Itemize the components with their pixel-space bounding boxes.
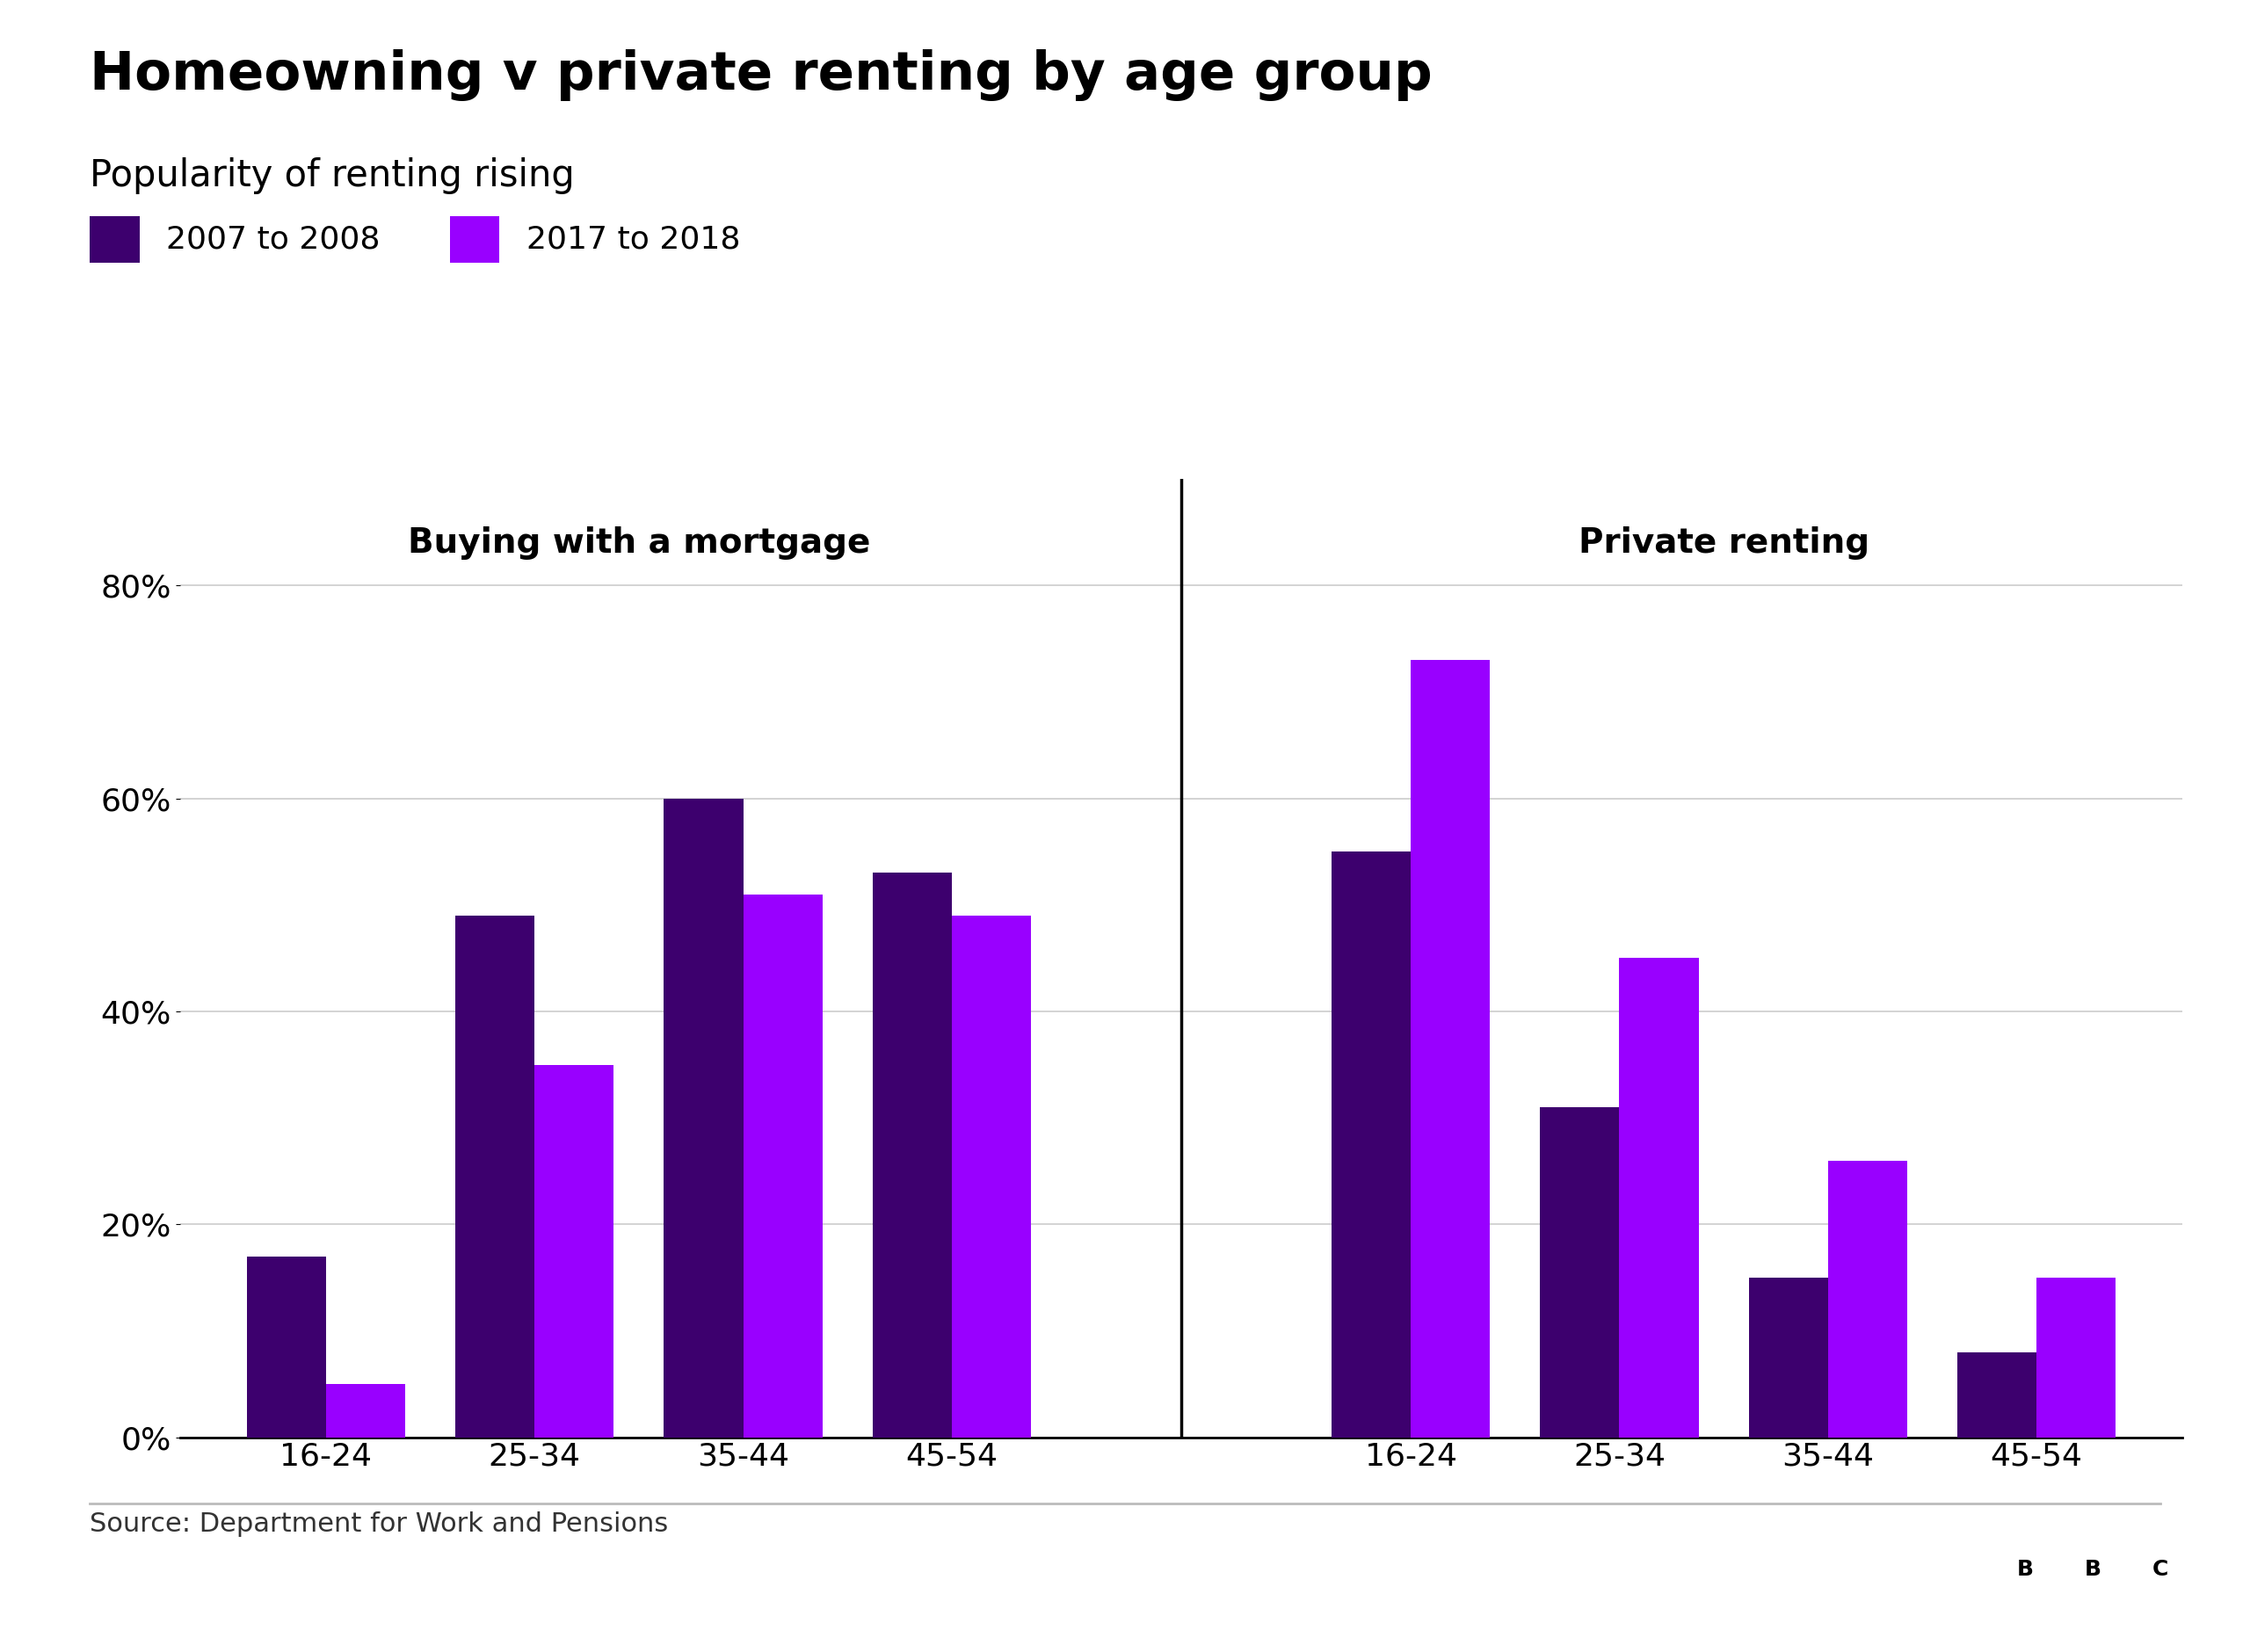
Bar [1539,1107,1620,1437]
Text: Popularity of renting rising: Popularity of renting rising [90,157,576,193]
Bar [1332,852,1411,1437]
Bar [1748,1277,1827,1437]
Bar [454,915,536,1437]
FancyBboxPatch shape [2063,1528,2122,1611]
Bar [743,894,824,1437]
Text: C: C [2151,1559,2169,1579]
Bar [873,872,952,1437]
Bar [1957,1351,2036,1437]
Bar [1411,661,1490,1437]
Text: B: B [2016,1559,2034,1579]
FancyBboxPatch shape [2131,1528,2189,1611]
Text: B: B [2084,1559,2102,1579]
Text: Buying with a mortgage: Buying with a mortgage [407,527,871,560]
Bar [1620,958,1699,1437]
FancyBboxPatch shape [1996,1528,2054,1611]
Bar [1827,1160,1908,1437]
Bar [326,1384,405,1437]
Text: Private renting: Private renting [1577,527,1870,560]
Bar [664,798,742,1437]
Bar [248,1256,326,1437]
Text: Source: Department for Work and Pensions: Source: Department for Work and Pensions [90,1512,668,1536]
Text: 2007 to 2008: 2007 to 2008 [166,225,380,254]
Text: 2017 to 2018: 2017 to 2018 [527,225,740,254]
Text: Homeowning v private renting by age group: Homeowning v private renting by age grou… [90,50,1433,101]
Bar [536,1064,614,1437]
Bar [952,915,1030,1437]
Bar [2036,1277,2115,1437]
